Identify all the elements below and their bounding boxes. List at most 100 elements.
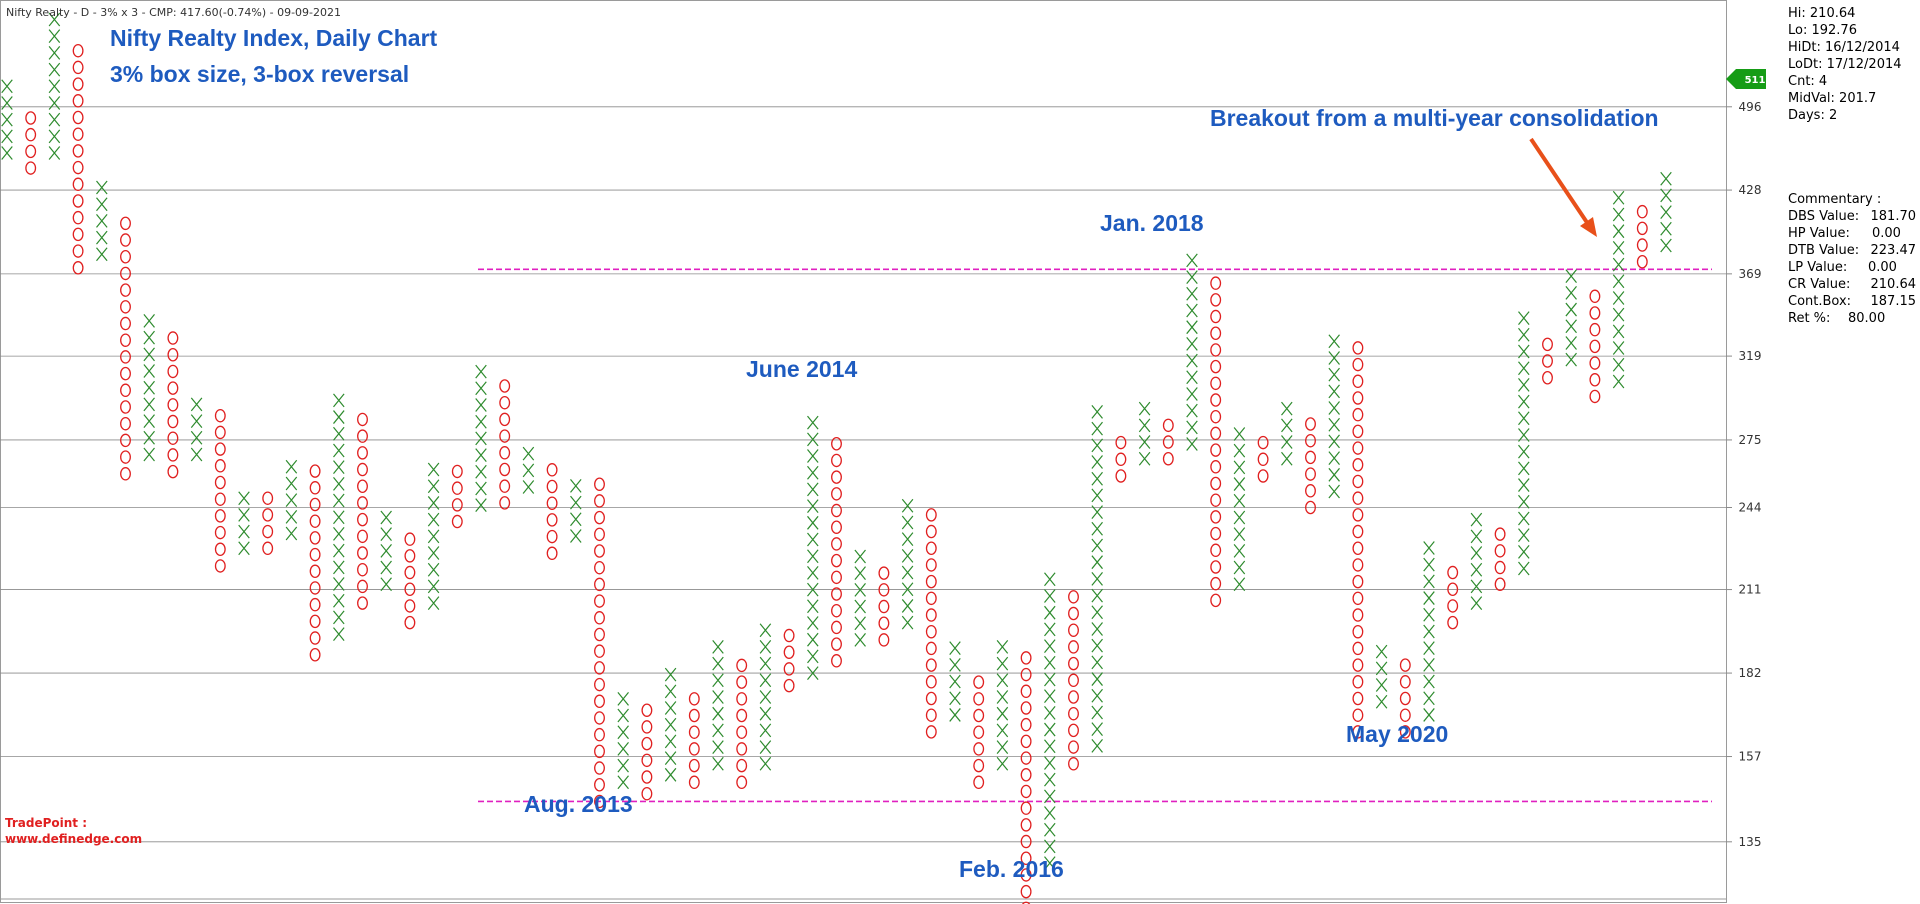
- x-box: [1612, 207, 1625, 222]
- x-box: [1091, 555, 1103, 570]
- o-box: [1210, 476, 1222, 491]
- o-box: [783, 628, 795, 643]
- o-box: [973, 758, 985, 773]
- o-box: [594, 477, 605, 491]
- x-box: [759, 740, 772, 754]
- o-column: [120, 216, 131, 481]
- o-box: [831, 553, 842, 568]
- o-box: [1447, 615, 1459, 630]
- x-box: [380, 577, 392, 592]
- commentary-label: HP Value:: [1788, 226, 1850, 241]
- x-box: [1375, 694, 1388, 709]
- x-box: [901, 565, 914, 580]
- o-box: [783, 678, 795, 693]
- o-box: [1068, 606, 1079, 621]
- x-box: [143, 414, 155, 428]
- x-box: [901, 498, 914, 513]
- o-box: [214, 525, 226, 540]
- o-box: [688, 775, 700, 790]
- cmp-tag-label: 511: [1745, 75, 1766, 86]
- x-box: [1612, 224, 1625, 239]
- o-column: [357, 412, 368, 610]
- o-box: [594, 577, 605, 592]
- x-box: [333, 493, 345, 508]
- o-box: [357, 596, 368, 610]
- x-box: [1518, 411, 1530, 426]
- x-box: [1328, 384, 1340, 399]
- x-box: [1565, 269, 1577, 284]
- o-box: [1210, 576, 1222, 591]
- x-box: [996, 640, 1009, 654]
- x-box: [285, 509, 298, 524]
- commentary-value: 0.00: [1868, 260, 1897, 275]
- x-box: [1186, 253, 1198, 268]
- x-box: [1044, 605, 1056, 620]
- o-box: [1020, 801, 1032, 815]
- x-box: [1660, 188, 1672, 203]
- gridlines: [0, 106, 1726, 843]
- x-box: [807, 449, 819, 463]
- o-box: [451, 498, 463, 512]
- o-box: [1210, 460, 1222, 474]
- o-box: [1494, 577, 1506, 591]
- o-box: [925, 541, 937, 555]
- o-box: [594, 627, 605, 642]
- o-box: [831, 587, 842, 601]
- x-box: [1186, 286, 1198, 301]
- o-box: [309, 464, 321, 478]
- x-box: [712, 756, 724, 771]
- o-box: [499, 395, 511, 410]
- y-tick-label: 157: [1739, 750, 1762, 764]
- o-box: [214, 559, 226, 573]
- x-box: [664, 667, 677, 682]
- x-box: [901, 532, 914, 547]
- o-box: [1020, 834, 1032, 849]
- x-box: [949, 691, 961, 706]
- o-box: [1589, 356, 1601, 370]
- x-box: [854, 599, 866, 614]
- o-box: [167, 381, 179, 395]
- o-box: [1068, 690, 1079, 704]
- o-column: [594, 477, 605, 809]
- x-box: [522, 463, 535, 478]
- plot-frame: [0, 0, 1727, 903]
- x-box: [1091, 638, 1103, 653]
- o-box: [167, 448, 179, 462]
- x-box: [1233, 460, 1246, 475]
- o-box: [357, 562, 368, 577]
- x-box: [901, 599, 914, 613]
- o-box: [1210, 309, 1222, 324]
- x-box: [1233, 577, 1246, 592]
- o-box: [1352, 508, 1364, 522]
- x-box: [901, 582, 914, 597]
- x-box: [617, 758, 629, 773]
- x-column: [285, 459, 298, 541]
- x-box: [1612, 241, 1625, 255]
- x-box: [854, 582, 866, 597]
- x-box: [143, 347, 155, 362]
- x-box: [1565, 319, 1577, 334]
- x-column: [1375, 644, 1388, 709]
- x-box: [48, 112, 61, 127]
- x-box: [1044, 739, 1056, 754]
- watermark-line2: www.definedge.com: [5, 832, 142, 846]
- x-box: [807, 515, 819, 530]
- o-column: [1210, 276, 1222, 608]
- o-box: [1352, 558, 1364, 572]
- x-box: [807, 499, 819, 513]
- commentary-title: Commentary :: [1788, 192, 1881, 207]
- x-box: [949, 674, 961, 689]
- o-box: [309, 597, 321, 612]
- x-box: [1233, 443, 1246, 458]
- o-box: [736, 775, 748, 790]
- o-column: [1305, 417, 1316, 515]
- o-column: [25, 111, 37, 175]
- o-box: [1020, 751, 1032, 765]
- x-box: [1612, 357, 1625, 372]
- x-column: [1328, 334, 1340, 499]
- x-box: [807, 599, 819, 614]
- o-box: [72, 160, 84, 175]
- o-box: [1210, 359, 1222, 374]
- x-box: [1044, 839, 1056, 854]
- x-box: [1, 146, 13, 160]
